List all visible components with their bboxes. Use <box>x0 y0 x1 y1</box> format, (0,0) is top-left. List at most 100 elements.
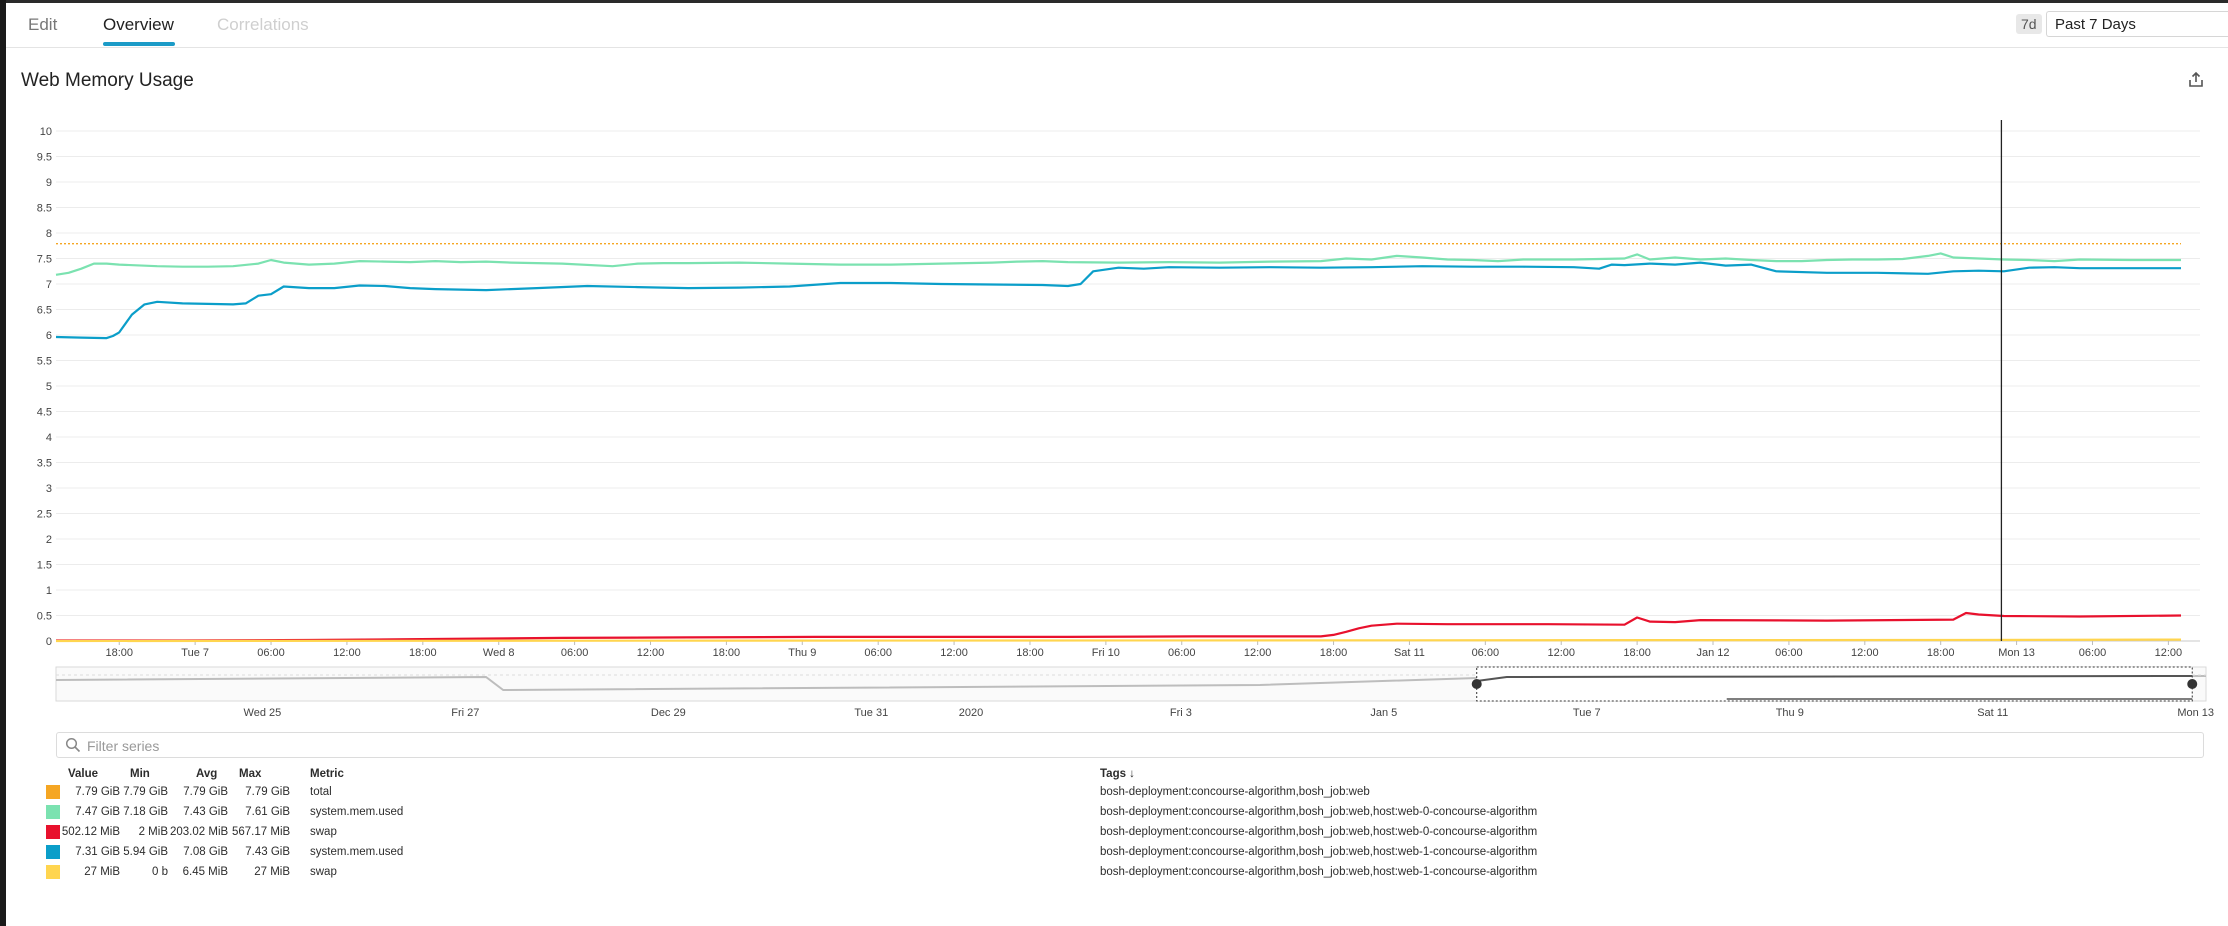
legend-metric: total <box>310 786 332 798</box>
main-chart[interactable]: 0 0.5 1 1.5 2 2.5 3 3.5 4 4.5 5 5.5 6 6.5 7 7.5 8 8.5 9 9.5… <box>0 0 2228 660</box>
legend-swatch <box>46 805 60 819</box>
navigator-tick-label: Tue 7 <box>1573 707 1601 719</box>
legend-row-mem-web0[interactable]: 7.47 GiB 7.18 GiB 7.43 GiB 7.61 GiB system.m… <box>0 804 2228 824</box>
legend-tags: bosh-deployment:concourse-algorithm,bosh… <box>1100 846 1538 858</box>
y-tick-label: 3.5 <box>37 458 52 470</box>
x-tick-label: 12:00 <box>2155 647 2183 659</box>
navigator-tick-label: Tue 31 <box>854 707 888 719</box>
x-tick-label: 06:00 <box>864 647 892 659</box>
navigator-selection <box>1476 666 2193 702</box>
legend-header-tags[interactable]: Tags ↓ <box>1100 768 1135 780</box>
time-range-badge: 7d <box>2016 14 2042 34</box>
legend-row-swap-web0[interactable]: 502.12 MiB 2 MiB 203.02 MiB 567.17 MiB swap b… <box>0 824 2228 844</box>
y-tick-label: 7.5 <box>37 254 52 266</box>
legend-header-metric[interactable]: Metric <box>310 768 344 780</box>
x-tick-label: Thu 9 <box>788 647 816 659</box>
share-icon[interactable] <box>2186 70 2206 90</box>
legend-avg: 6.45 MiB <box>182 866 228 878</box>
y-tick-label: 6.5 <box>37 305 52 317</box>
filter-series-box[interactable] <box>56 732 2204 758</box>
legend-tags: bosh-deployment:concourse-algorithm,bosh… <box>1100 866 1538 878</box>
legend-metric: system.mem.used <box>310 846 404 858</box>
x-tick-label: 12:00 <box>637 647 665 659</box>
x-tick-label: 12:00 <box>1547 647 1575 659</box>
x-tick-label: 18:00 <box>105 647 133 659</box>
navigator-tick-label: 2020 <box>959 707 983 719</box>
y-tick-label: 7 <box>46 279 52 291</box>
navigator-left-handle <box>1471 679 1482 689</box>
legend-metric: system.mem.used <box>310 806 404 818</box>
legend-max: 567.17 MiB <box>232 826 291 838</box>
window-left-strip <box>0 0 6 926</box>
tab-bar: Edit Overview Correlations <box>6 3 2228 48</box>
x-tick-label: 18:00 <box>1623 647 1651 659</box>
x-tick-label: Fri 10 <box>1092 647 1120 659</box>
legend-swatch <box>46 825 60 839</box>
legend-header-value[interactable]: Value <box>67 768 98 780</box>
navigator-tick-label: Mon 13 <box>2177 707 2214 719</box>
y-tick-label: 8.5 <box>37 203 52 215</box>
legend-row-swap-web1[interactable]: 27 MiB 0 b 6.45 MiB 27 MiB swap bosh-deployme… <box>0 864 2228 884</box>
window-top-strip <box>0 0 2228 3</box>
legend-avg: 7.79 GiB <box>183 786 228 798</box>
x-tick-label: 06:00 <box>257 647 285 659</box>
y-tick-label: 9.5 <box>37 152 52 164</box>
x-tick-label: Wed 8 <box>483 647 515 659</box>
tab-correlations[interactable]: Correlations <box>217 15 309 34</box>
y-tick-label: 4 <box>46 432 52 444</box>
x-tick-label: 18:00 <box>1320 647 1348 659</box>
legend-value: 7.31 GiB <box>75 846 120 858</box>
x-tick-label: 18:00 <box>1016 647 1044 659</box>
legend-metric: swap <box>310 866 337 878</box>
legend-avg: 203.02 MiB <box>170 826 229 838</box>
legend-row-total[interactable]: 7.79 GiB 7.79 GiB 7.79 GiB 7.79 GiB total bos… <box>0 784 2228 804</box>
y-tick-label: 1.5 <box>37 560 52 572</box>
panel-title: Web Memory Usage <box>21 70 194 91</box>
legend-max: 7.43 GiB <box>245 846 290 858</box>
legend-header-max[interactable]: Max <box>239 768 262 780</box>
y-tick-label: 8 <box>46 228 52 240</box>
legend-header-avg[interactable]: Avg <box>196 768 218 780</box>
x-tick-label: 06:00 <box>1472 647 1500 659</box>
x-tick-label: Mon 13 <box>1998 647 2035 659</box>
legend-max: 27 MiB <box>254 866 290 878</box>
legend-min: 2 MiB <box>138 826 168 838</box>
x-tick-label: 18:00 <box>713 647 741 659</box>
tab-overview[interactable]: Overview <box>103 15 174 34</box>
time-range-select[interactable]: Past 7 Days <box>2046 11 2228 37</box>
navigator-frame <box>55 666 2207 702</box>
filter-series-input[interactable] <box>85 735 989 757</box>
y-tick-label: 2.5 <box>37 509 52 521</box>
legend-value: 7.47 GiB <box>75 806 120 818</box>
legend-metric: swap <box>310 826 337 838</box>
legend-value: 7.79 GiB <box>75 786 120 798</box>
x-tick-label: 06:00 <box>2079 647 2107 659</box>
x-tick-label: 06:00 <box>1775 647 1803 659</box>
legend-tags: bosh-deployment:concourse-algorithm,bosh… <box>1100 826 1538 838</box>
search-icon <box>65 737 81 753</box>
navigator-selected-series <box>1476 675 2193 682</box>
navigator-tick-label: Dec 29 <box>651 707 686 719</box>
legend-min: 5.94 GiB <box>123 846 168 858</box>
legend-value: 27 MiB <box>84 866 120 878</box>
x-tick-label: 18:00 <box>1927 647 1955 659</box>
navigator-right-handle <box>2187 679 2198 689</box>
x-tick-label: 18:00 <box>409 647 437 659</box>
legend-min: 0 b <box>152 866 168 878</box>
y-tick-label: 3 <box>46 483 52 495</box>
tab-edit[interactable]: Edit <box>28 15 58 34</box>
x-tick-label: 06:00 <box>1168 647 1196 659</box>
y-tick-label: 6 <box>46 330 52 342</box>
navigator-tick-label: Jan 5 <box>1370 707 1397 719</box>
series-swap-web0-line <box>56 611 2182 642</box>
y-tick-label: 5 <box>46 381 52 393</box>
x-tick-label: 06:00 <box>561 647 589 659</box>
x-tick-label: Tue 7 <box>181 647 209 659</box>
legend-swatch <box>46 845 60 859</box>
x-tick-label: 12:00 <box>1244 647 1272 659</box>
legend-row-mem-web1[interactable]: 7.31 GiB 5.94 GiB 7.08 GiB 7.43 GiB system.m… <box>0 844 2228 864</box>
legend-max: 7.79 GiB <box>245 786 290 798</box>
x-tick-label: Jan 12 <box>1696 647 1729 659</box>
x-tick-label: 12:00 <box>333 647 361 659</box>
legend-header-min[interactable]: Min <box>130 768 150 780</box>
